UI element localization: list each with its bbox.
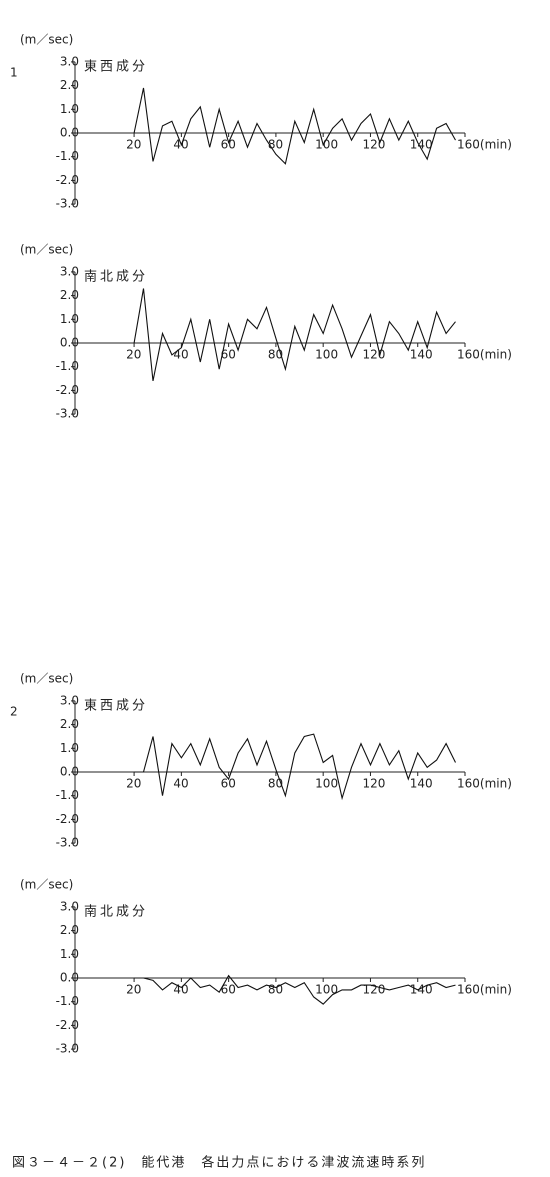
x-tick-label: 140 xyxy=(410,777,433,791)
x-tick-label: 120 xyxy=(362,138,385,152)
y-tick-label: 2.0 xyxy=(60,717,79,731)
y-tick-label: -3.0 xyxy=(56,407,79,421)
x-tick-label: 160(min) xyxy=(457,983,512,997)
series-line xyxy=(134,733,456,801)
x-tick-label: 160(min) xyxy=(457,348,512,362)
y-tick-label: 0.0 xyxy=(60,336,79,350)
x-tick-label: 40 xyxy=(173,777,188,791)
x-tick-label: 60 xyxy=(221,138,236,152)
y-tick-label: -1.0 xyxy=(56,994,79,1008)
x-tick-label: 140 xyxy=(410,138,433,152)
unit-label: (m／sec) xyxy=(20,671,73,685)
caption: 図３－４－２(2) 能代港 各出力点における津波流速時系列 xyxy=(12,1155,426,1171)
x-tick-label: 160(min) xyxy=(457,138,512,152)
x-tick-label: 100 xyxy=(315,983,338,997)
x-tick-label: 20 xyxy=(126,348,141,362)
x-tick-label: 120 xyxy=(362,348,385,362)
chart-title: 東西成分 xyxy=(84,58,148,74)
y-tick-label: -3.0 xyxy=(56,197,79,211)
x-tick-label: 100 xyxy=(315,777,338,791)
x-tick-label: 100 xyxy=(315,138,338,152)
y-tick-label: -2.0 xyxy=(56,173,79,187)
x-tick-label: 20 xyxy=(126,777,141,791)
y-tick-label: 3.0 xyxy=(60,899,79,913)
y-tick-label: 0.0 xyxy=(60,126,79,140)
chart-title: 南北成分 xyxy=(84,268,148,284)
y-tick-label: 2.0 xyxy=(60,288,79,302)
y-tick-label: -2.0 xyxy=(56,812,79,826)
x-tick-label: 40 xyxy=(173,348,188,362)
x-tick-label: 140 xyxy=(410,983,433,997)
y-tick-label: 1.0 xyxy=(60,312,79,326)
point-label: 2 xyxy=(10,704,18,718)
y-tick-label: 3.0 xyxy=(60,264,79,278)
x-tick-label: 20 xyxy=(126,983,141,997)
y-tick-label: -1.0 xyxy=(56,359,79,373)
y-tick-label: 3.0 xyxy=(60,54,79,68)
y-tick-label: 2.0 xyxy=(60,923,79,937)
y-tick-label: 1.0 xyxy=(60,741,79,755)
unit-label: (m／sec) xyxy=(20,32,73,46)
x-tick-label: 20 xyxy=(126,138,141,152)
point-label: 1 xyxy=(10,65,18,79)
y-tick-label: 1.0 xyxy=(60,102,79,116)
x-tick-label: 60 xyxy=(221,983,236,997)
series-line xyxy=(133,87,456,165)
y-tick-label: -2.0 xyxy=(56,383,79,397)
unit-label: (m／sec) xyxy=(20,242,73,256)
y-tick-label: -3.0 xyxy=(56,1042,79,1056)
y-tick-label: 2.0 xyxy=(60,78,79,92)
unit-label: (m／sec) xyxy=(20,877,73,891)
y-tick-label: 3.0 xyxy=(60,693,79,707)
y-tick-label: 0.0 xyxy=(60,971,79,985)
series-line xyxy=(133,288,456,382)
y-tick-label: -2.0 xyxy=(56,1018,79,1032)
chart-title: 東西成分 xyxy=(84,697,148,713)
x-tick-label: 160(min) xyxy=(457,777,512,791)
x-tick-label: 60 xyxy=(221,777,236,791)
x-tick-label: 120 xyxy=(362,777,385,791)
x-tick-label: 100 xyxy=(315,348,338,362)
y-tick-label: 1.0 xyxy=(60,947,79,961)
x-tick-label: 120 xyxy=(362,983,385,997)
x-tick-label: 60 xyxy=(221,348,236,362)
chart-title: 南北成分 xyxy=(84,903,148,919)
series-line xyxy=(134,974,456,1005)
x-tick-label: 80 xyxy=(268,138,283,152)
x-tick-label: 140 xyxy=(410,348,433,362)
x-tick-label: 40 xyxy=(173,983,188,997)
y-tick-label: 0.0 xyxy=(60,765,79,779)
y-tick-label: -1.0 xyxy=(56,149,79,163)
y-tick-label: -3.0 xyxy=(56,836,79,850)
y-tick-label: -1.0 xyxy=(56,788,79,802)
